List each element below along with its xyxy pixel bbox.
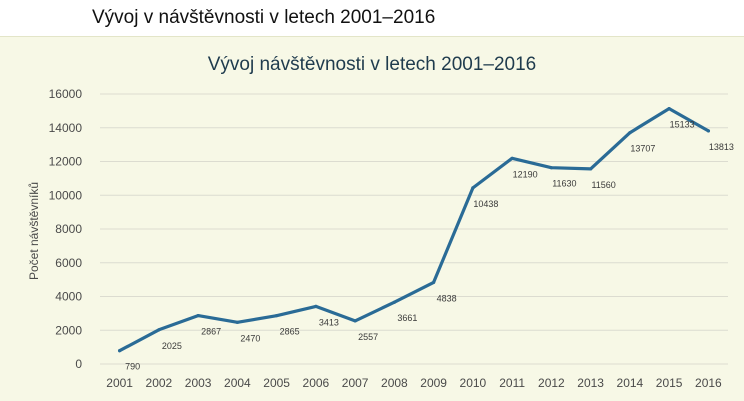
x-tick-label: 2016 (695, 376, 722, 390)
data-label: 2867 (201, 327, 221, 337)
data-point (510, 156, 514, 160)
data-point (471, 186, 475, 190)
data-point (235, 320, 239, 324)
data-label: 10438 (473, 199, 498, 209)
y-tick-label: 12000 (49, 155, 83, 169)
data-point (628, 131, 632, 135)
y-tick-label: 0 (75, 357, 82, 371)
x-tick-label: 2005 (263, 376, 290, 390)
x-tick-label: 2004 (224, 376, 251, 390)
data-label: 2865 (280, 327, 300, 337)
x-tick-label: 2001 (106, 376, 133, 390)
x-tick-label: 2006 (303, 376, 330, 390)
chart-panel: Vývoj návštěvnosti v letech 2001–2016 0 2… (0, 36, 744, 401)
x-tick-label: 2007 (342, 376, 369, 390)
data-point (432, 280, 436, 284)
data-point (589, 167, 593, 171)
data-label: 15133 (670, 120, 695, 130)
data-label: 2470 (240, 333, 260, 343)
x-tick-label: 2009 (420, 376, 447, 390)
data-labels: 790 2025 2867 2470 2865 3413 2557 3661 4838 10438… (125, 120, 734, 372)
gridlines (100, 93, 728, 365)
data-label: 3661 (397, 313, 417, 323)
y-tick-label: 4000 (55, 290, 82, 304)
y-tick-label: 6000 (55, 256, 82, 270)
x-tick-label: 2002 (146, 376, 173, 390)
data-label: 4838 (437, 293, 457, 303)
chart-title: Vývoj návštěvnosti v letech 2001–2016 (208, 54, 537, 75)
data-label: 12190 (513, 169, 538, 179)
data-point (392, 300, 396, 304)
data-point (353, 319, 357, 323)
data-label: 13813 (709, 142, 734, 152)
y-tick-label: 14000 (49, 121, 83, 135)
data-label: 3413 (319, 317, 339, 327)
y-tick-label: 16000 (49, 87, 83, 101)
x-tick-label: 2014 (617, 376, 644, 390)
data-point (275, 314, 279, 318)
data-point (157, 328, 161, 332)
x-tick-label: 2012 (538, 376, 565, 390)
data-point (118, 349, 122, 353)
x-axis-ticks: 2001 2002 2003 2004 2005 2006 2007 2008 2009 2010… (106, 376, 722, 390)
y-axis-label: Počet návštěvníků (27, 182, 41, 280)
data-label: 11630 (552, 179, 576, 189)
data-point (196, 314, 200, 318)
y-tick-label: 10000 (49, 188, 83, 202)
page-heading: Vývoj v návštěvnosti v letech 2001–2016 (92, 7, 436, 28)
x-tick-label: 2013 (577, 376, 604, 390)
data-point (549, 166, 553, 170)
data-label: 13707 (630, 144, 655, 154)
data-point (706, 129, 710, 133)
y-tick-label: 8000 (55, 222, 82, 236)
x-tick-label: 2008 (381, 376, 408, 390)
data-label: 790 (125, 362, 140, 372)
data-point (667, 107, 671, 111)
series-line (117, 106, 711, 353)
data-label: 2557 (358, 332, 378, 342)
y-axis-ticks: 0 2000 4000 6000 8000 10000 12000 14000 16000 (49, 87, 83, 371)
line-chart: Vývoj návštěvnosti v letech 2001–2016 0 2… (27, 54, 734, 390)
data-label: 2025 (162, 341, 182, 351)
data-label: 11560 (591, 180, 615, 190)
x-tick-label: 2011 (499, 376, 525, 390)
x-tick-label: 2015 (656, 376, 683, 390)
y-tick-label: 2000 (55, 323, 82, 337)
x-tick-label: 2010 (460, 376, 487, 390)
x-tick-label: 2003 (185, 376, 212, 390)
data-point (314, 304, 318, 309)
series-group (117, 106, 711, 353)
